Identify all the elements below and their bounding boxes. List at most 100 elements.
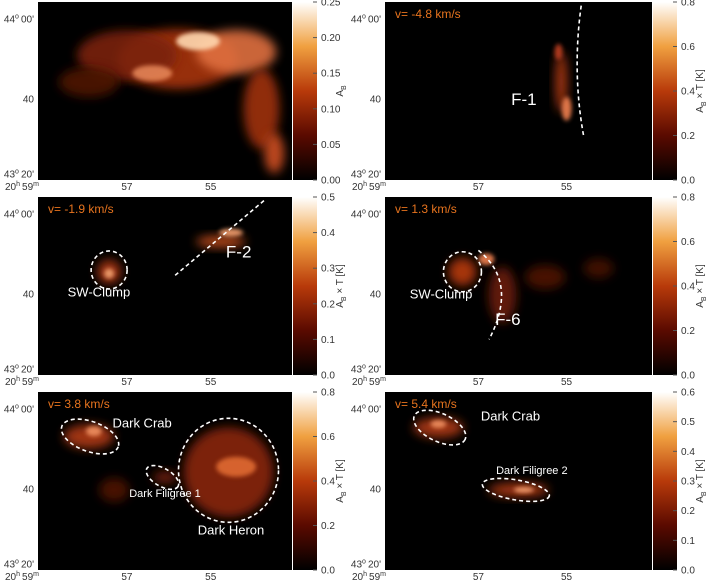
emission: [554, 5, 585, 138]
cb-main: A: [695, 106, 706, 113]
colorbar-tick-label: 0.5: [681, 417, 695, 428]
colorbar-tick-label: 0.2: [681, 131, 695, 142]
emission-blob: [561, 96, 572, 121]
colorbar-tick-label: 0.0: [681, 176, 695, 187]
map-image: [385, 2, 652, 180]
y-tick-label: 40: [370, 95, 382, 106]
colorbar-tick-label: 0.05: [321, 140, 341, 151]
region-label: F-6: [495, 310, 521, 329]
deg: 43: [351, 170, 363, 181]
y-tick-label: 40: [23, 95, 35, 106]
cb-sub: B: [341, 296, 348, 301]
cb-rest: × T [K]: [695, 264, 706, 296]
cb-main: A: [335, 496, 346, 503]
x-tick-label: 57: [473, 182, 485, 193]
emission-blob: [513, 486, 534, 493]
x-tick-label: 55: [561, 377, 573, 388]
arcmin: 20': [21, 365, 34, 376]
colorbar-tick-label: 0.1: [321, 335, 335, 346]
x-tick-label: 55: [561, 572, 573, 583]
minutes-sup: m: [380, 181, 386, 188]
colorbar-tick-label: 0.20: [321, 33, 341, 44]
minutes: 59: [369, 377, 381, 388]
region-label: SW-Clump: [410, 286, 473, 301]
colorbar-tick-label: 0.1: [681, 536, 695, 547]
colorbar-tick-label: 0.5: [321, 193, 335, 204]
cb-main: A: [335, 301, 346, 308]
deg: 43: [4, 560, 16, 571]
region-label: F-1: [511, 90, 537, 109]
minutes: 59: [369, 572, 381, 583]
x-tick-label: 20h 59m: [5, 181, 39, 193]
y-tick-label: 43o 20': [351, 559, 381, 571]
deg: 43: [351, 560, 363, 571]
colorbar-tick-label: 0.0: [321, 566, 335, 577]
hours-sup: h: [16, 571, 20, 578]
y-tick-label: 44o 00': [351, 209, 381, 221]
deg-sup: o: [15, 169, 19, 176]
colorbar: [293, 197, 317, 375]
colorbar-tick-label: 0.3: [321, 264, 335, 275]
y-tick-label: 44o 00': [4, 404, 34, 416]
deg-sup: o: [15, 364, 19, 371]
map-image: [385, 197, 652, 375]
arcmin: 00': [21, 210, 34, 221]
hours: 20: [352, 182, 364, 193]
colorbar-tick-label: 0.6: [321, 432, 335, 443]
x-tick-label: 20h 59m: [352, 571, 386, 583]
colorbar-tick-label: 0.2: [681, 506, 695, 517]
x-tick-label: 55: [205, 377, 217, 388]
cb-rest: × T [K]: [335, 459, 346, 491]
arcmin: 00': [21, 15, 34, 26]
velocity-label: v= 3.8 km/s: [48, 397, 110, 411]
colorbar-tick-label: 0.2: [321, 299, 335, 310]
emission-blob: [132, 65, 173, 82]
map-image: [38, 197, 292, 375]
deg: 44: [4, 15, 16, 26]
colorbar-title: AB × T [K]: [695, 69, 708, 113]
hours-sup: h: [16, 376, 20, 383]
emission-blob: [104, 268, 115, 279]
filament-curve: [477, 249, 503, 340]
arcmin: 00': [368, 405, 381, 416]
emission-blob: [264, 133, 285, 174]
colorbar-tick-label: 0.4: [681, 87, 695, 98]
emission-blob: [448, 257, 477, 286]
y-tick-label: 43o 20': [351, 169, 381, 181]
cb-main: A: [695, 496, 706, 503]
emission-blob: [525, 265, 566, 290]
colorbar-tick-label: 0.00: [321, 176, 341, 187]
deg: 43: [4, 170, 16, 181]
arcmin: 00': [21, 405, 34, 416]
region-label: Dark Filigree 1: [129, 488, 201, 500]
emission-blob: [554, 43, 563, 60]
y-tick-label: 43o 20': [4, 364, 34, 376]
minutes: 59: [22, 182, 34, 193]
panel: v= 1.3 km/s SW-Clump F-6 0.0 0.2 0.4 0.6 0.8 AB …: [351, 193, 708, 389]
colorbar-tick-label: 0.4: [321, 228, 335, 239]
x-tick-label: 55: [205, 182, 217, 193]
outline-ellipse: [442, 250, 483, 293]
velocity-label: v= -4.8 km/s: [395, 7, 461, 21]
region-label: Dark Crab: [113, 416, 172, 431]
emission-blob: [195, 235, 246, 248]
emission-blob: [243, 68, 280, 149]
hours: 20: [5, 182, 17, 193]
cb-main: A: [335, 90, 346, 97]
deg: 44: [4, 405, 16, 416]
arcmin: 20': [21, 170, 34, 181]
cb-sub: B: [701, 491, 708, 496]
colorbar-tick-label: 0.6: [681, 42, 695, 53]
colorbar-tick-label: 0.6: [681, 388, 695, 399]
panel: v= 5.4 km/s Dark Crab Dark Filigree 2 0.0 0.…: [351, 388, 708, 584]
x-tick-label: 57: [473, 572, 485, 583]
cb-main: A: [695, 301, 706, 308]
region-label: SW-Clump: [68, 285, 131, 300]
region-label: F-2: [226, 243, 252, 262]
x-tick-label: 57: [121, 182, 133, 193]
x-tick-label: 20h 59m: [352, 376, 386, 388]
panel: v= -4.8 km/s F-1 0.0 0.2 0.4 0.6 0.8 AB × T [K]…: [351, 0, 708, 193]
hours: 20: [352, 377, 364, 388]
emission-blob: [478, 253, 495, 266]
